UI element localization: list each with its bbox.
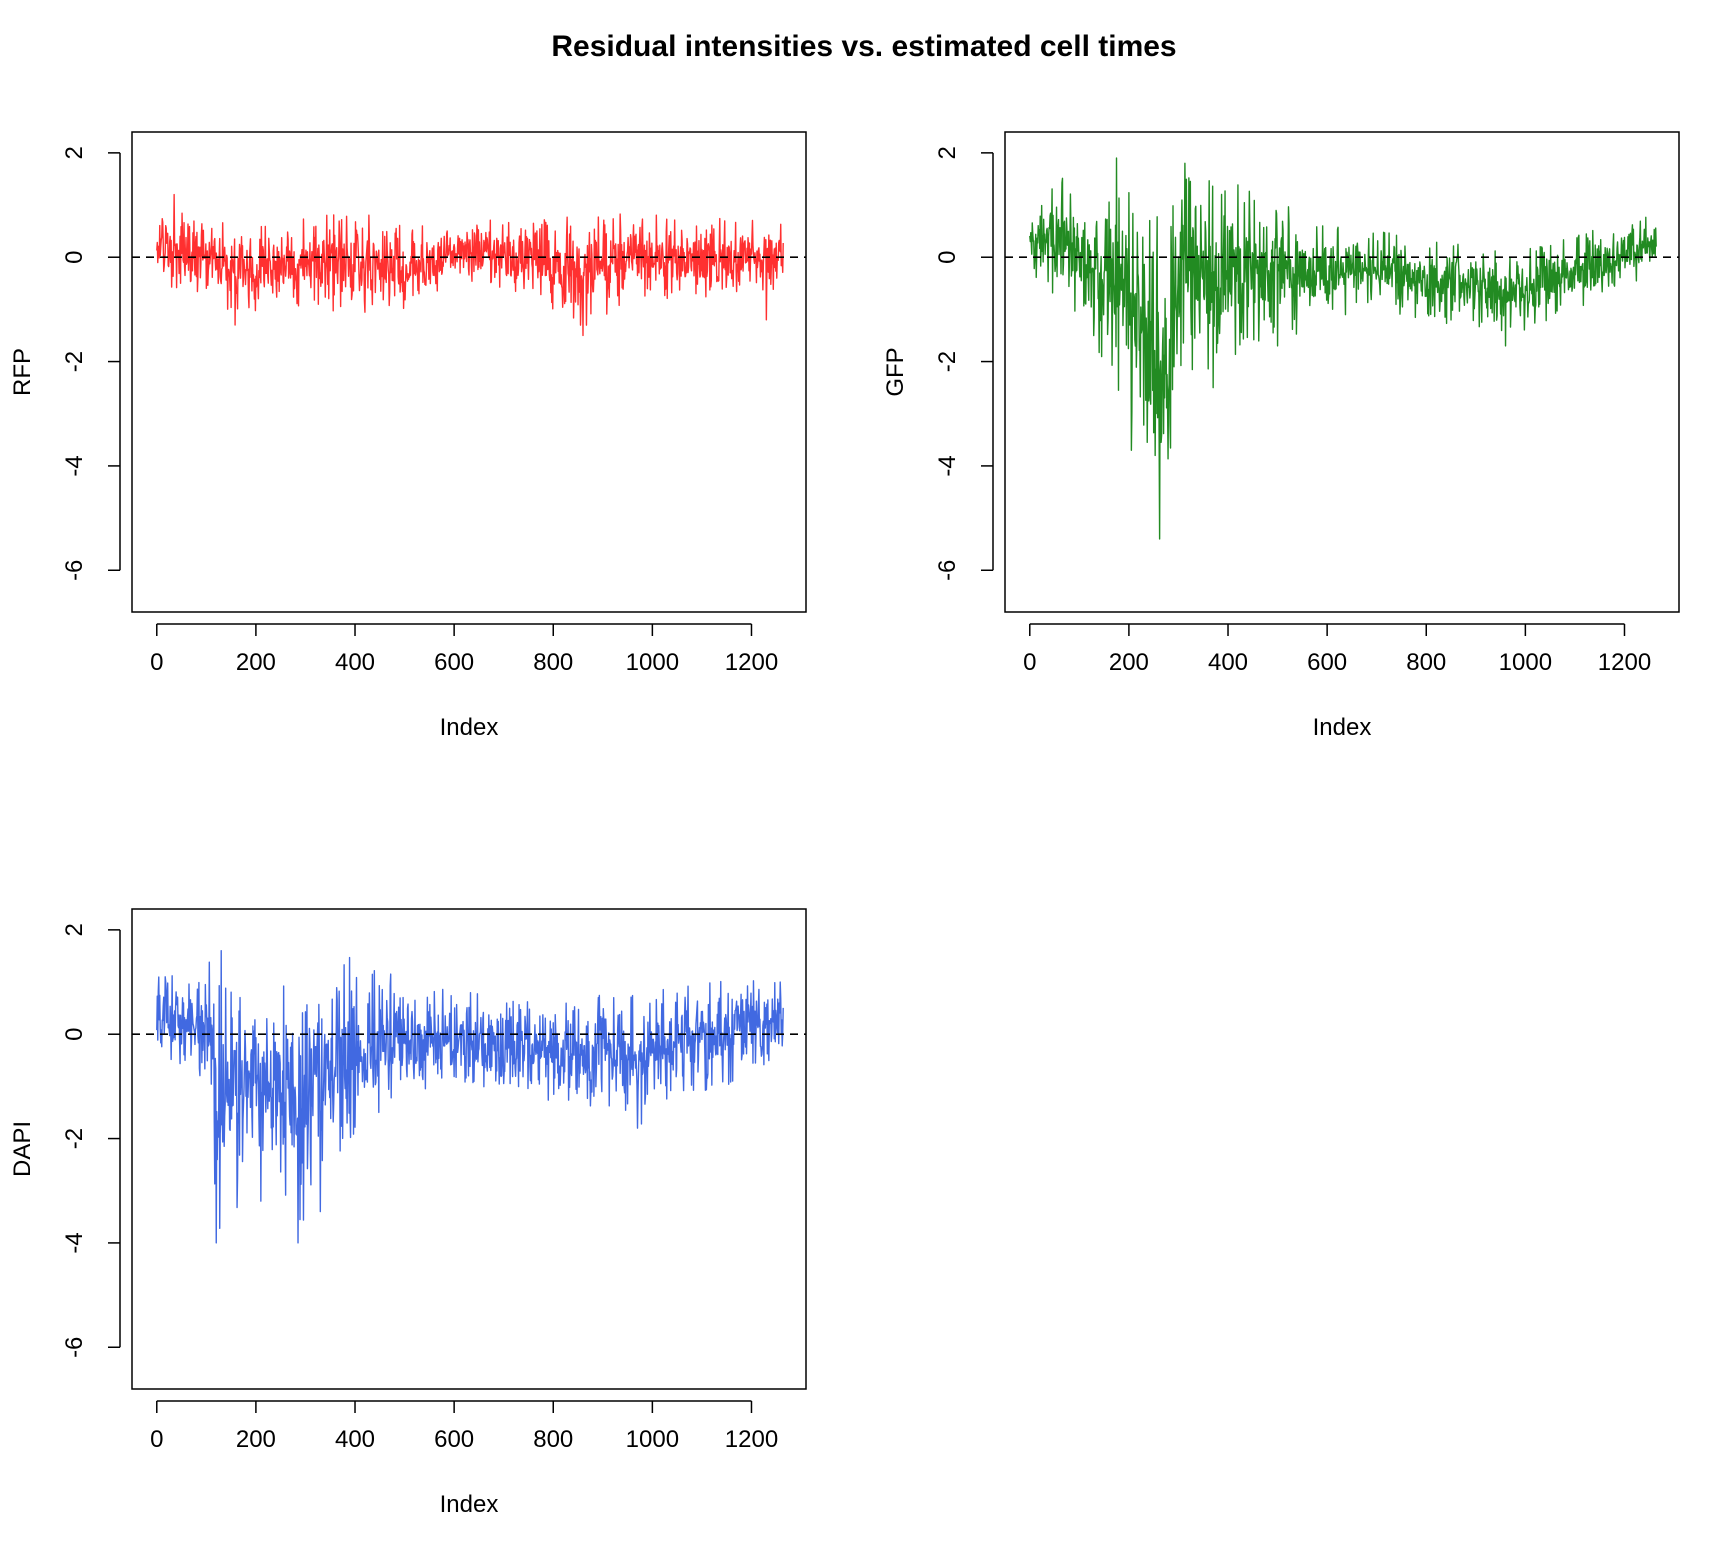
x-tick-label: 200	[1109, 649, 1149, 676]
y-tick-label: 2	[934, 146, 961, 159]
panel-rfp: 0 200 400 600 800 1000 1200 Index -6 -4 -2 0 2 RFP	[9, 131, 807, 741]
y-tick-label: 0	[61, 1028, 88, 1041]
y-tick-label: -6	[61, 560, 88, 581]
figure-title: Residual intensities vs. estimated cell …	[551, 30, 1177, 63]
panel-gfp: 0 200 400 600 800 1000 1200 Index -6 -4 -2 0 2 GFP	[882, 131, 1680, 741]
series-line	[156, 193, 784, 337]
y-tick-label: -2	[934, 351, 961, 372]
x-tick-label: 0	[150, 649, 163, 676]
x-tick-label: 600	[1307, 649, 1347, 676]
series-line	[1029, 157, 1657, 540]
x-tick-label: 0	[1023, 649, 1036, 676]
x-tick-label: 0	[150, 1426, 163, 1453]
y-axis-label: GFP	[882, 347, 909, 396]
y-tick-label: -4	[61, 1232, 88, 1253]
y-tick-label: -4	[934, 455, 961, 476]
plot-frame	[1004, 131, 1680, 613]
y-tick-label: -4	[61, 455, 88, 476]
x-tick-label: 800	[533, 1426, 573, 1453]
y-tick-label: 2	[61, 146, 88, 159]
x-tick-label: 200	[236, 1426, 276, 1453]
x-tick-label: 200	[236, 649, 276, 676]
x-axis-label: Index	[1313, 714, 1372, 741]
y-tick-label: 0	[61, 251, 88, 264]
y-tick-label: 0	[934, 251, 961, 264]
x-tick-label: 800	[533, 649, 573, 676]
x-tick-label: 400	[1208, 649, 1248, 676]
x-tick-label: 800	[1406, 649, 1446, 676]
plot-frame	[131, 131, 807, 613]
plot-frame	[131, 908, 807, 1390]
y-tick-label: -6	[61, 1337, 88, 1358]
panel-dapi: 0 200 400 600 800 1000 1200 Index -6 -4 -2 0 2 DAPI	[9, 908, 807, 1518]
x-tick-label: 400	[335, 649, 375, 676]
x-tick-label: 400	[335, 1426, 375, 1453]
x-axis-label: Index	[440, 1491, 499, 1518]
x-tick-label: 1000	[626, 1426, 679, 1453]
x-tick-label: 1000	[626, 649, 679, 676]
x-tick-label: 600	[434, 1426, 474, 1453]
x-tick-label: 1200	[725, 649, 778, 676]
x-tick-label: 1200	[725, 1426, 778, 1453]
x-tick-label: 1200	[1598, 649, 1651, 676]
y-axis-label: RFP	[9, 348, 36, 396]
series-line	[156, 950, 784, 1244]
y-tick-label: -2	[61, 351, 88, 372]
y-axis-label: DAPI	[9, 1121, 36, 1177]
x-tick-label: 600	[434, 649, 474, 676]
x-tick-label: 1000	[1499, 649, 1552, 676]
x-axis-label: Index	[440, 714, 499, 741]
y-tick-label: -6	[934, 560, 961, 581]
y-tick-label: -2	[61, 1128, 88, 1149]
y-tick-label: 2	[61, 923, 88, 936]
